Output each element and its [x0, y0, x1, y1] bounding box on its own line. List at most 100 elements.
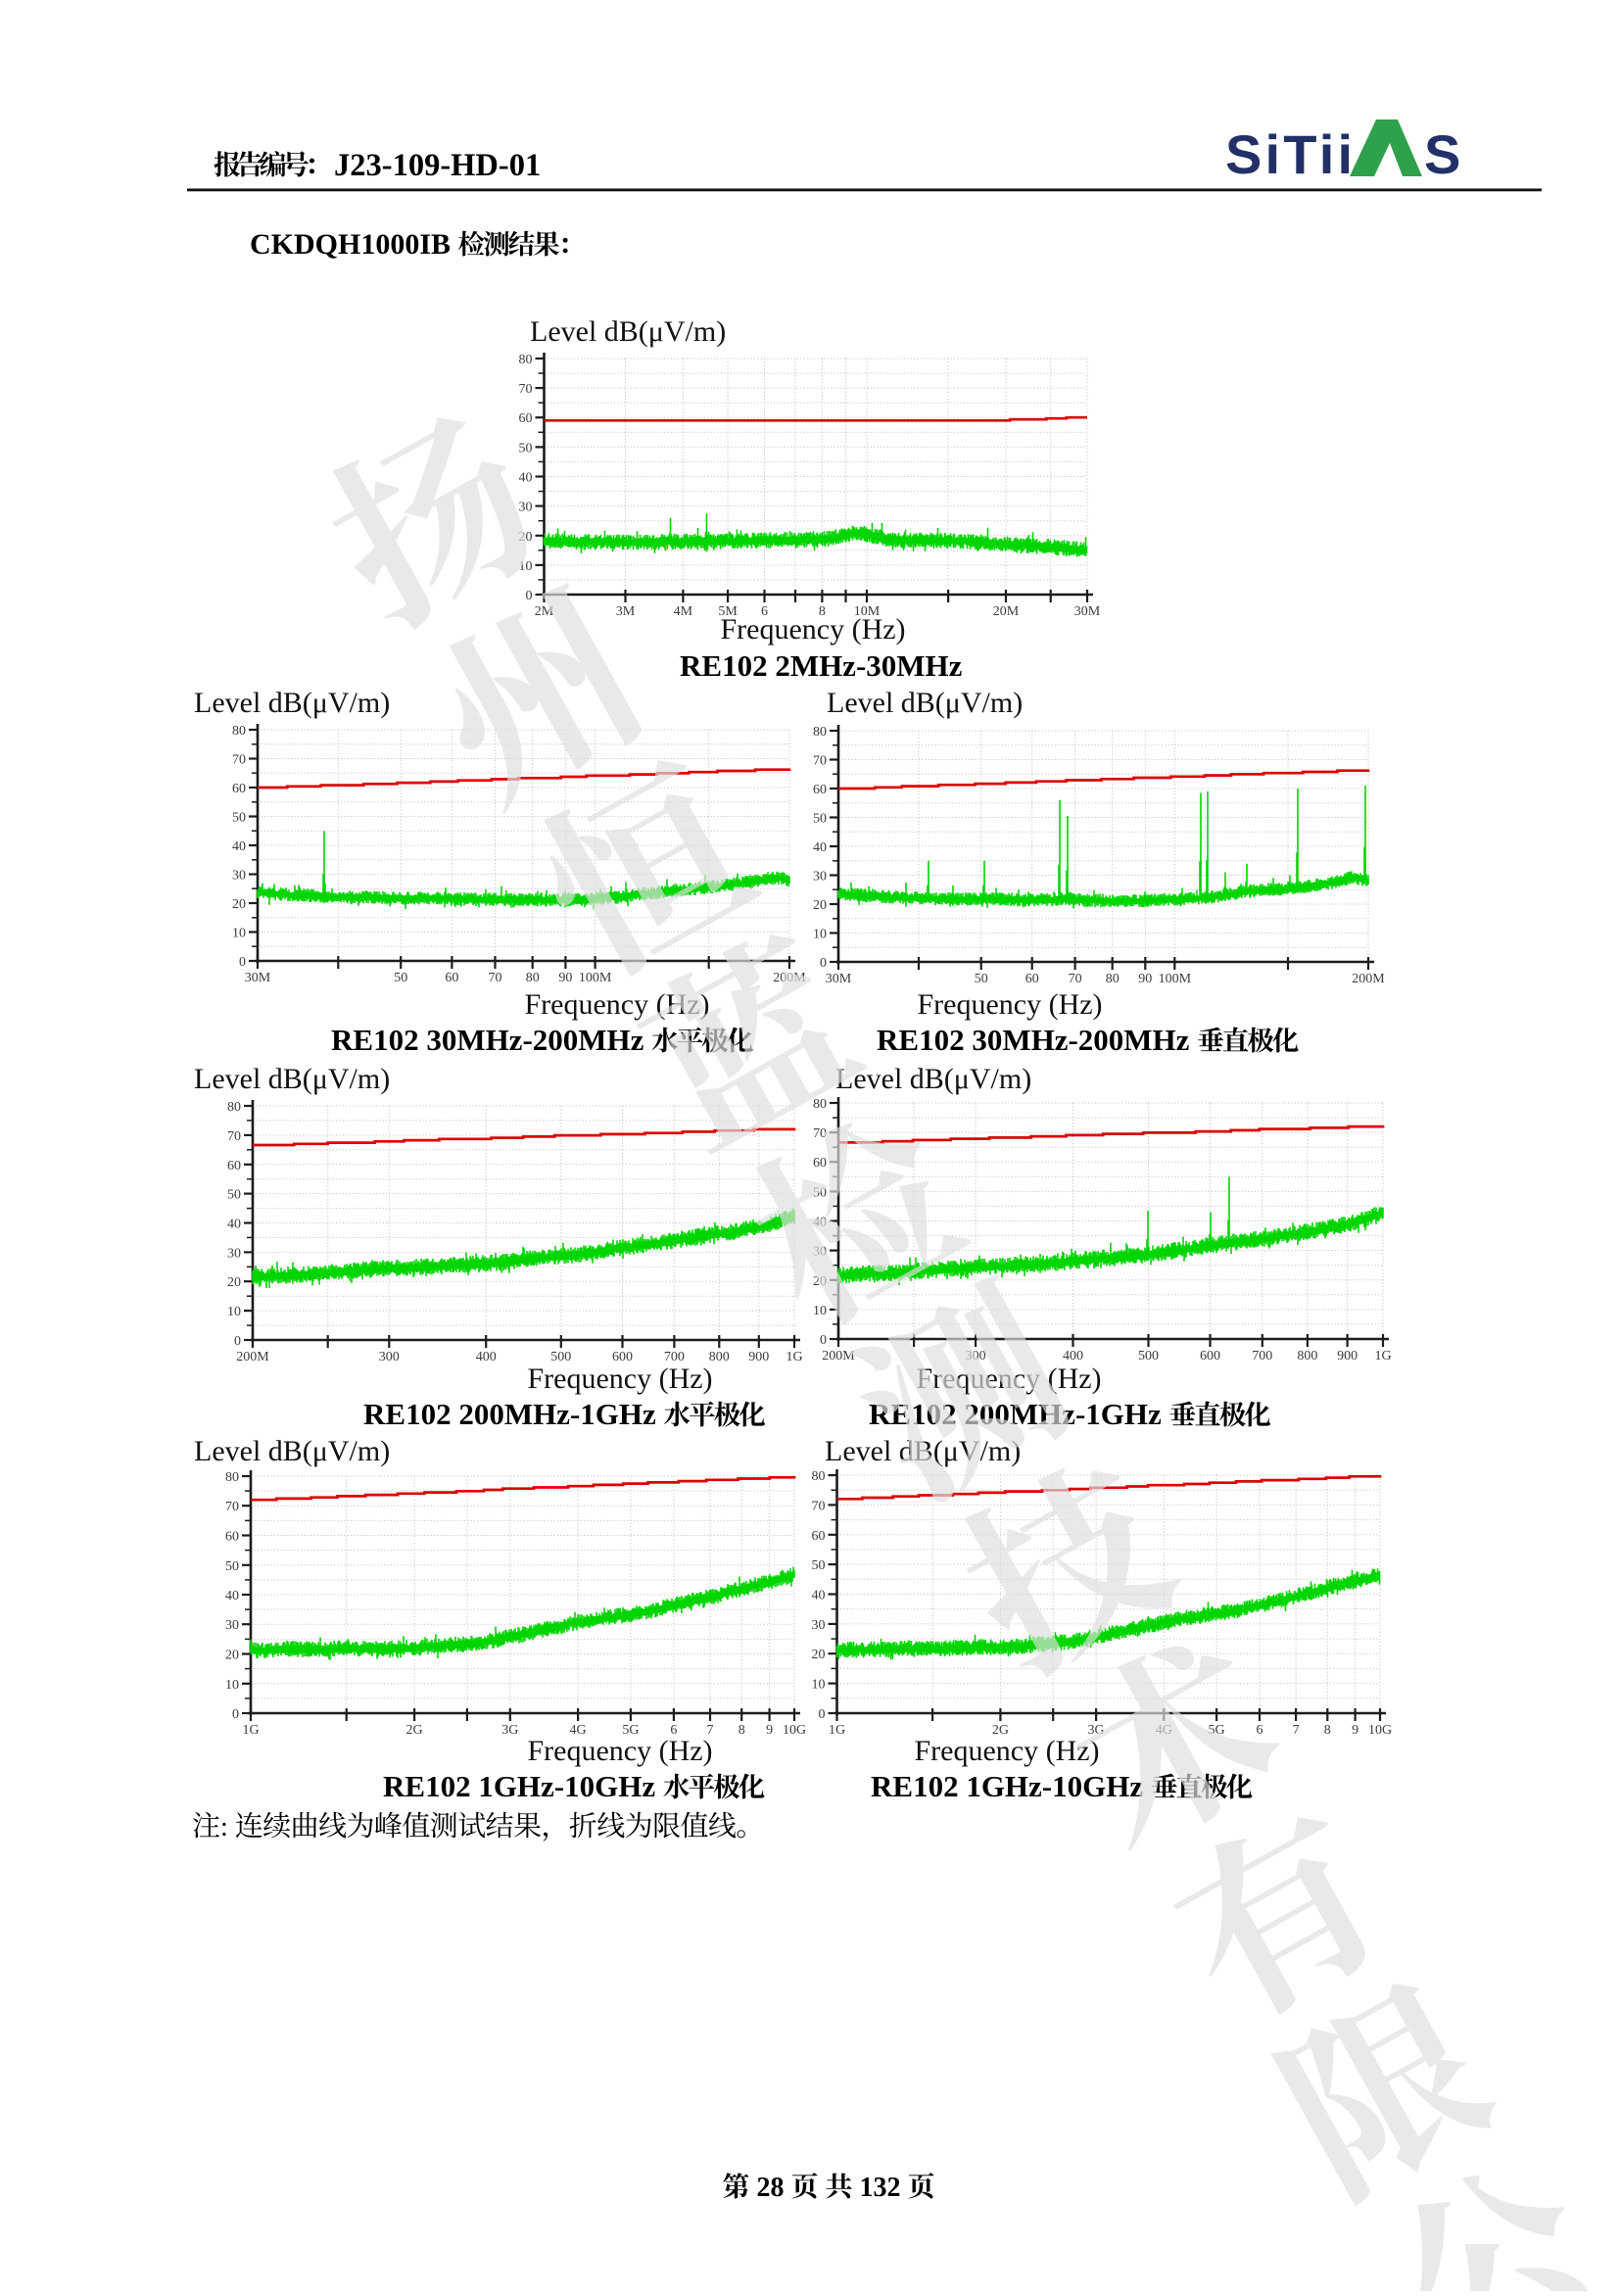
svg-text:RE102 30MHz-200MHz: RE102 30MHz-200MHz: [877, 1023, 1190, 1057]
svg-text:80: 80: [812, 1469, 826, 1484]
svg-text:70: 70: [812, 1499, 826, 1513]
svg-text:900: 900: [748, 1350, 769, 1364]
svg-text:70: 70: [813, 1126, 827, 1141]
svg-text:6: 6: [1257, 1723, 1263, 1738]
svg-text:3M: 3M: [616, 604, 636, 619]
svg-text:28: 28: [750, 2173, 791, 2203]
svg-text:100M: 100M: [1159, 972, 1192, 986]
svg-text:30M: 30M: [826, 972, 852, 986]
svg-text:7: 7: [1293, 1723, 1300, 1738]
svg-text:Frequency (Hz): Frequency (Hz): [917, 988, 1102, 1021]
svg-text:60: 60: [519, 411, 533, 426]
svg-text:8: 8: [739, 1723, 745, 1738]
svg-text:10: 10: [813, 1304, 827, 1318]
svg-text:300: 300: [379, 1350, 400, 1364]
svg-text:Level dB(μV/m): Level dB(μV/m): [835, 1063, 1031, 1095]
svg-text:40: 40: [519, 471, 533, 486]
svg-text:50: 50: [232, 811, 246, 826]
svg-text:500: 500: [1138, 1349, 1159, 1363]
svg-text:10: 10: [227, 1305, 241, 1319]
svg-text:CKDQH1000IB: CKDQH1000IB: [250, 228, 451, 261]
svg-text:Frequency (Hz): Frequency (Hz): [914, 1735, 1099, 1767]
svg-text:70: 70: [489, 971, 502, 985]
svg-text:Frequency (Hz): Frequency (Hz): [720, 613, 905, 646]
svg-text:2M: 2M: [535, 604, 554, 619]
svg-text:RE102 200MHz-1GHz: RE102 200MHz-1GHz: [363, 1397, 656, 1431]
svg-text:70: 70: [813, 754, 827, 769]
svg-text:700: 700: [1252, 1349, 1272, 1363]
svg-text:70: 70: [227, 1129, 241, 1144]
svg-text:Level dB(μV/m): Level dB(μV/m): [194, 1435, 390, 1467]
svg-text:600: 600: [1200, 1349, 1220, 1363]
svg-text:RE102 1GHz-10GHz: RE102 1GHz-10GHz: [871, 1769, 1143, 1803]
svg-text:50: 50: [225, 1559, 239, 1574]
svg-text:80: 80: [1106, 972, 1120, 986]
svg-text:80: 80: [519, 353, 533, 367]
svg-text:Level dB(μV/m): Level dB(μV/m): [194, 1063, 390, 1095]
svg-text:90: 90: [558, 971, 572, 985]
svg-text:50: 50: [975, 972, 988, 986]
svg-text:10G: 10G: [783, 1723, 806, 1738]
svg-text:4M: 4M: [674, 604, 693, 619]
svg-text:SiTii: SiTii: [1225, 123, 1356, 185]
svg-text:0: 0: [820, 1333, 827, 1348]
svg-text:10: 10: [232, 927, 246, 941]
svg-text:30: 30: [232, 869, 246, 884]
svg-text:1G: 1G: [786, 1350, 802, 1364]
svg-text:80: 80: [225, 1470, 239, 1485]
svg-text:400: 400: [1063, 1349, 1083, 1363]
svg-text:40: 40: [812, 1589, 826, 1603]
svg-text:50: 50: [812, 1558, 826, 1573]
svg-text:40: 40: [225, 1589, 239, 1603]
svg-text:700: 700: [664, 1350, 685, 1364]
svg-text:80: 80: [227, 1100, 241, 1115]
svg-text:4G: 4G: [570, 1723, 587, 1738]
svg-text:70: 70: [225, 1500, 239, 1514]
svg-text:2G: 2G: [406, 1723, 423, 1738]
svg-text:40: 40: [227, 1218, 241, 1232]
svg-text:RE102 2MHz-30MHz: RE102 2MHz-30MHz: [680, 648, 963, 683]
svg-text:70: 70: [519, 382, 533, 397]
svg-text:20: 20: [813, 898, 827, 913]
svg-text:50: 50: [227, 1188, 241, 1203]
svg-text:Frequency (Hz): Frequency (Hz): [527, 1735, 712, 1767]
svg-text:0: 0: [526, 589, 533, 603]
svg-text:10: 10: [813, 928, 827, 942]
svg-text:90: 90: [1138, 972, 1152, 986]
svg-text:8: 8: [819, 604, 826, 619]
svg-text:30: 30: [227, 1246, 241, 1261]
svg-text:600: 600: [612, 1350, 633, 1364]
svg-text:6: 6: [761, 604, 768, 619]
svg-text:500: 500: [550, 1350, 571, 1364]
svg-text:0: 0: [819, 1707, 826, 1722]
svg-text:9: 9: [766, 1723, 773, 1738]
svg-text:6: 6: [670, 1723, 677, 1738]
svg-text:10: 10: [812, 1678, 826, 1693]
svg-text:RE102 1GHz-10GHz: RE102 1GHz-10GHz: [383, 1769, 655, 1803]
svg-text:400: 400: [476, 1350, 497, 1364]
svg-text:5G: 5G: [622, 1723, 639, 1738]
svg-text:1G: 1G: [1374, 1349, 1391, 1363]
svg-text:20: 20: [227, 1275, 241, 1290]
svg-text:J23-109-HD-01: J23-109-HD-01: [334, 148, 541, 183]
svg-text:30: 30: [812, 1618, 826, 1633]
svg-text:50: 50: [394, 971, 407, 985]
svg-text:20: 20: [812, 1648, 826, 1662]
svg-text:132: 132: [853, 2173, 908, 2203]
svg-text:20: 20: [225, 1649, 239, 1663]
svg-text:Level dB(μV/m): Level dB(μV/m): [194, 687, 390, 719]
svg-text:60: 60: [813, 1156, 827, 1171]
svg-text:1G: 1G: [242, 1723, 259, 1738]
svg-text::: :: [220, 1812, 228, 1842]
svg-text:40: 40: [232, 839, 246, 854]
svg-text:60: 60: [813, 783, 827, 797]
svg-text:10: 10: [225, 1678, 239, 1693]
svg-text:1G: 1G: [829, 1723, 845, 1738]
svg-text:60: 60: [1025, 972, 1039, 986]
svg-text:0: 0: [239, 955, 246, 970]
svg-text:30M: 30M: [1074, 604, 1101, 619]
svg-text:80: 80: [813, 725, 827, 740]
svg-text:5M: 5M: [718, 604, 738, 619]
svg-text:Level dB(μV/m): Level dB(μV/m): [827, 687, 1023, 719]
svg-text:30: 30: [519, 501, 533, 515]
